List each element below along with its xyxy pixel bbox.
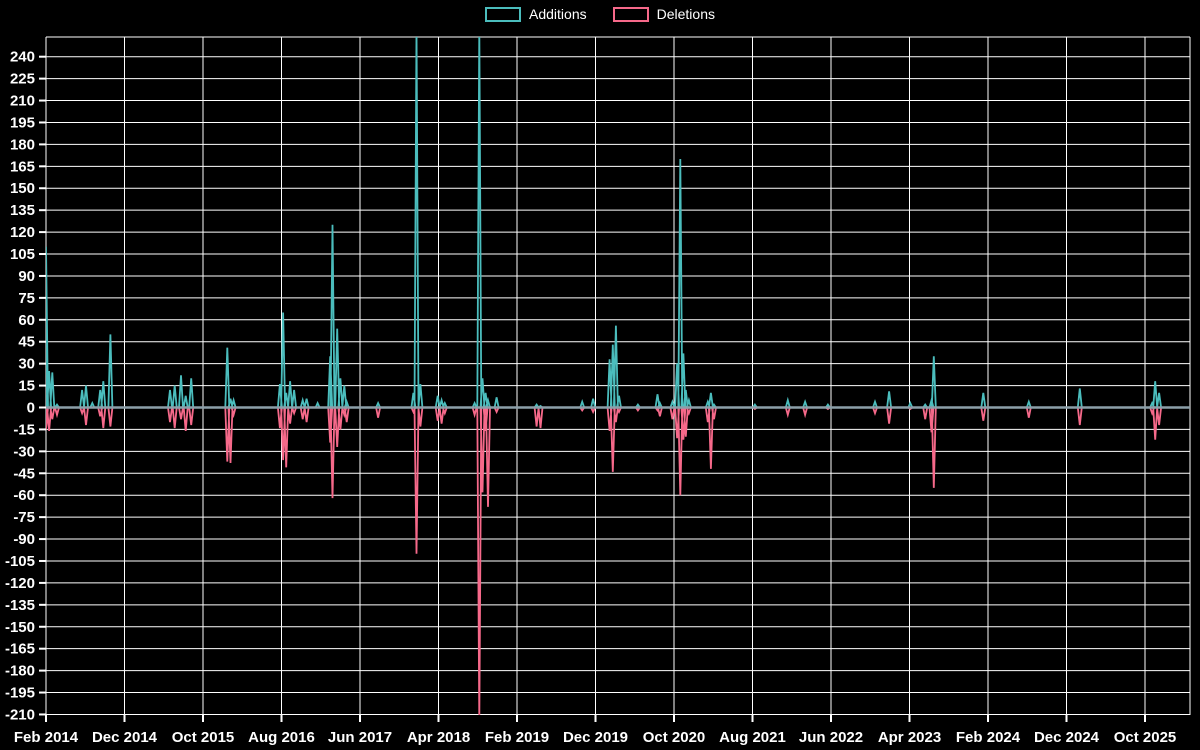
y-tick-label: 210 xyxy=(10,93,35,110)
x-tick-label: Jun 2022 xyxy=(799,729,863,746)
y-tick-label: 195 xyxy=(10,114,35,131)
additions-series xyxy=(46,37,1190,409)
x-tick-label: Dec 2019 xyxy=(563,729,628,746)
y-tick-label: 30 xyxy=(18,356,35,373)
deletions-swatch-icon xyxy=(612,6,649,22)
x-tick-label: Aug 2021 xyxy=(719,729,786,746)
y-tick-label: 45 xyxy=(18,334,35,351)
x-tick-label: Dec 2014 xyxy=(92,729,158,746)
y-tick-label: -45 xyxy=(13,465,35,482)
x-tick-label: Aug 2016 xyxy=(248,729,315,746)
x-tick-label: Dec 2024 xyxy=(1034,729,1100,746)
y-tick-label: 150 xyxy=(10,180,35,197)
y-tick-label: -180 xyxy=(5,663,35,680)
y-tick-label: -15 xyxy=(13,421,35,438)
legend-item-deletions[interactable]: Deletions xyxy=(612,4,715,24)
y-tick-label: -195 xyxy=(5,685,35,702)
y-tick-label: 105 xyxy=(10,246,35,263)
y-tick-label: 90 xyxy=(18,268,35,285)
x-tick-label: Feb 2024 xyxy=(956,729,1021,746)
x-tick-label: Feb 2014 xyxy=(14,729,79,746)
y-tick-label: -90 xyxy=(13,531,35,548)
y-tick-label: -120 xyxy=(5,575,35,592)
tick-marks xyxy=(39,55,1146,722)
x-axis-labels: Feb 2014 Dec 2014 Oct 2015 Aug 2016 Jun 2017… xyxy=(14,729,1176,746)
y-tick-label: 165 xyxy=(10,158,35,175)
y-tick-label: -150 xyxy=(5,619,35,636)
x-tick-label: Apr 2023 xyxy=(878,729,941,746)
x-tick-label: Feb 2019 xyxy=(485,729,549,746)
y-tick-label: -60 xyxy=(13,487,35,504)
additions-swatch-icon xyxy=(485,6,522,22)
y-tick-label: 120 xyxy=(10,224,35,241)
y-tick-label: 180 xyxy=(10,136,35,153)
y-tick-label: 60 xyxy=(18,312,35,329)
y-tick-label: 225 xyxy=(10,71,35,88)
y-tick-label: -30 xyxy=(13,443,35,460)
legend-item-additions[interactable]: Additions xyxy=(485,4,587,24)
deletions-series xyxy=(46,406,1190,715)
y-tick-label: -165 xyxy=(5,641,35,658)
y-tick-label: 135 xyxy=(10,202,35,219)
y-tick-label: 0 xyxy=(27,400,35,417)
y-tick-label: -105 xyxy=(5,553,35,570)
y-tick-label: 240 xyxy=(10,49,35,66)
x-tick-label: Oct 2020 xyxy=(643,729,706,746)
gridlines xyxy=(45,36,1191,715)
chart-legend: Additions Deletions xyxy=(0,4,1200,24)
y-tick-label: -210 xyxy=(5,706,35,723)
legend-label-deletions: Deletions xyxy=(656,6,715,22)
y-tick-label: 75 xyxy=(18,290,35,307)
x-tick-label: Apr 2018 xyxy=(407,729,470,746)
x-tick-label: Oct 2015 xyxy=(172,729,235,746)
y-tick-label: -75 xyxy=(13,509,35,526)
y-tick-label: -135 xyxy=(5,597,35,614)
x-tick-label: Oct 2025 xyxy=(1114,729,1177,746)
x-tick-label: Jun 2017 xyxy=(328,729,392,746)
y-axis-labels: 2402252101951801651501351201059075604530… xyxy=(5,49,35,724)
y-tick-label: 15 xyxy=(18,378,35,395)
legend-label-additions: Additions xyxy=(529,6,587,22)
